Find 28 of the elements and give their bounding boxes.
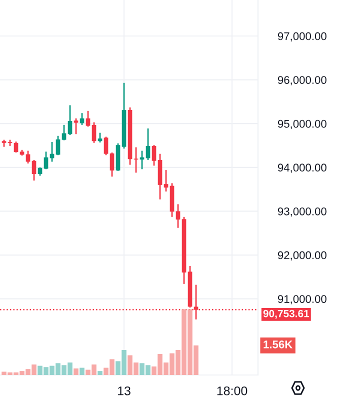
candlestick	[32, 159, 36, 182]
bar	[74, 368, 78, 375]
candlestick	[56, 135, 60, 156]
y-tick-label: 94,000.00	[278, 164, 326, 173]
candlestick	[164, 169, 168, 192]
y-tick-label: 91,000.00	[278, 295, 326, 304]
x-tick-label: 13	[118, 386, 130, 396]
candlestick	[152, 144, 156, 166]
ref-line-label: 90,753.61	[263, 310, 310, 319]
y-tick-label: 95,000.00	[278, 120, 326, 130]
y-tick-label: 97,000.00	[278, 32, 326, 42]
candlestick	[146, 128, 150, 161]
text: 1.56K	[264, 340, 293, 348]
candlestick	[92, 122, 96, 144]
candlestick	[176, 204, 180, 229]
y-tick-label: 93,000.00	[278, 207, 326, 217]
candlestick	[86, 110, 90, 128]
y-tick-label: 92,000.00	[278, 251, 326, 260]
x-tick-label: 18:00	[217, 386, 248, 396]
candlestick	[14, 140, 18, 154]
y-tick-label: 96,000.00	[278, 76, 326, 86]
candlestick	[104, 136, 108, 156]
candlestick	[68, 104, 72, 136]
candlestick	[134, 146, 138, 174]
bar	[98, 371, 102, 375]
candlestick	[110, 152, 114, 178]
candlestick	[62, 124, 66, 141]
bar	[80, 368, 84, 375]
